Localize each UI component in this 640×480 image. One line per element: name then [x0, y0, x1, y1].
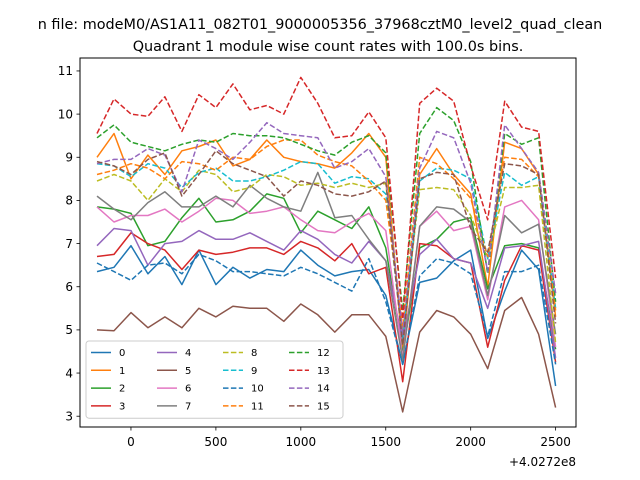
chart-title: Quadrant 1 module wise count rates with …	[133, 39, 524, 55]
figure-suptitle: n file: modeM0/AS1A11_082T01_9000005356_…	[38, 17, 603, 33]
legend-entry-10: 10	[223, 384, 264, 395]
legend-label: 14	[317, 384, 330, 395]
legend-label: 11	[251, 402, 264, 413]
y-tick-label: 9	[65, 151, 73, 165]
series-line-15	[96, 150, 557, 346]
legend-entry-0: 0	[91, 348, 125, 359]
y-tick-label: 5	[65, 323, 73, 337]
y-tick-label: 7	[65, 237, 73, 251]
legend-entry-5: 5	[157, 366, 191, 377]
legend-entry-2: 2	[91, 384, 125, 395]
legend-label: 3	[119, 402, 125, 413]
series-line-2	[96, 193, 557, 355]
legend-label: 4	[185, 348, 191, 359]
legend-box	[85, 340, 344, 419]
legend-label: 0	[119, 348, 125, 359]
series-line-8	[96, 169, 557, 343]
legend-label: 8	[251, 348, 257, 359]
x-tick-label: 1000	[286, 435, 317, 449]
series-line-10	[96, 253, 557, 366]
legend-entry-9: 9	[223, 366, 257, 377]
y-axis: 3 4 5 6 7 8 9 10 11	[58, 64, 80, 424]
series-line-14	[96, 121, 557, 335]
legend-entry-3: 3	[91, 402, 125, 413]
legend-label: 5	[185, 366, 191, 377]
y-tick-label: 8	[65, 194, 73, 208]
legend-label: 13	[317, 366, 330, 377]
legend-label: 2	[119, 384, 125, 395]
y-tick-label: 10	[58, 107, 73, 121]
plot-series	[96, 76, 557, 413]
x-tick-label: 0	[127, 435, 135, 449]
x-tick-label: 1500	[370, 435, 401, 449]
y-tick-label: 6	[65, 280, 73, 294]
legend-entry-13: 13	[289, 366, 330, 377]
legend-entry-12: 12	[289, 348, 330, 359]
series-line-0	[96, 244, 557, 387]
y-tick-label: 4	[65, 366, 73, 380]
legend-label: 10	[251, 384, 264, 395]
plot-frame	[79, 57, 577, 428]
series-line-13	[96, 76, 557, 320]
legend-label: 1	[119, 366, 125, 377]
series-line-1	[96, 132, 557, 353]
series-line-7	[96, 171, 557, 361]
y-tick-label: 11	[58, 64, 73, 78]
x-axis: 0 500 1000 1500 2000 2500	[127, 427, 571, 449]
x-tick-label: 2500	[540, 435, 571, 449]
x-tick-label: 500	[204, 435, 227, 449]
legend-entry-15: 15	[289, 402, 330, 413]
legend-entry-14: 14	[289, 384, 330, 395]
legend-entry-1: 1	[91, 366, 125, 377]
series-line-5	[96, 296, 557, 413]
series-line-4	[96, 227, 557, 359]
legend-entry-6: 6	[157, 384, 191, 395]
legend-entry-11: 11	[223, 402, 264, 413]
legend-label: 15	[317, 402, 330, 413]
legend-label: 9	[251, 366, 257, 377]
legend-entry-4: 4	[157, 348, 191, 359]
series-line-11	[96, 139, 557, 329]
y-tick-label: 3	[65, 410, 73, 424]
legend-label: 7	[185, 402, 191, 413]
x-axis-offset-label: +4.0272e8	[509, 455, 576, 469]
series-line-6	[96, 197, 557, 359]
legend-entry-7: 7	[157, 402, 191, 413]
legend-label: 12	[317, 348, 330, 359]
legend-label: 6	[185, 384, 191, 395]
legend-entry-8: 8	[223, 348, 257, 359]
x-tick-label: 2000	[455, 435, 486, 449]
series-line-9	[96, 160, 557, 340]
